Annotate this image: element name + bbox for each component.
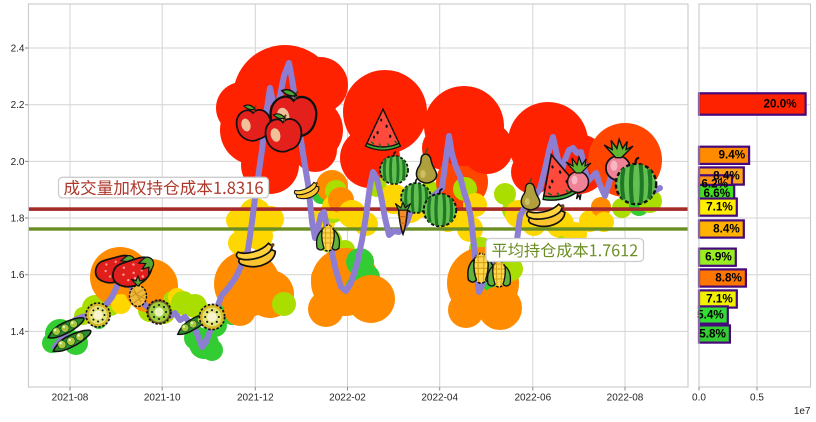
svg-text:2022-02: 2022-02 bbox=[329, 393, 366, 404]
svg-text:0.0: 0.0 bbox=[692, 393, 706, 404]
svg-text:2021-08: 2021-08 bbox=[52, 393, 89, 404]
svg-text:5.8%: 5.8% bbox=[699, 327, 726, 340]
svg-text:2.2: 2.2 bbox=[11, 100, 25, 111]
svg-text:2022-06: 2022-06 bbox=[514, 393, 551, 404]
svg-text:2021-12: 2021-12 bbox=[237, 393, 274, 404]
svg-text:2022-04: 2022-04 bbox=[421, 393, 458, 404]
svg-text:8.4%: 8.4% bbox=[713, 222, 740, 235]
svg-text:5.4%: 5.4% bbox=[697, 308, 724, 321]
svg-text:7.1%: 7.1% bbox=[706, 292, 733, 305]
svg-text:8.4%: 8.4% bbox=[713, 169, 740, 182]
svg-text:2.4: 2.4 bbox=[11, 44, 25, 55]
svg-text:1.8: 1.8 bbox=[11, 214, 25, 225]
svg-text:2021-10: 2021-10 bbox=[144, 393, 181, 404]
svg-text:9.4%: 9.4% bbox=[718, 149, 745, 162]
svg-text:1.4: 1.4 bbox=[11, 327, 25, 338]
svg-text:2.0: 2.0 bbox=[11, 157, 25, 168]
svg-text:6.6%: 6.6% bbox=[704, 187, 731, 200]
svg-text:2022-08: 2022-08 bbox=[607, 393, 644, 404]
svg-text:7.1%: 7.1% bbox=[706, 201, 733, 214]
svg-text:6.9%: 6.9% bbox=[705, 251, 732, 264]
svg-text:8.8%: 8.8% bbox=[715, 271, 742, 284]
svg-text:0.5: 0.5 bbox=[750, 393, 764, 404]
svg-text:1.6: 1.6 bbox=[11, 270, 25, 281]
svg-text:6.2%: 6.2% bbox=[701, 177, 728, 190]
svg-text:1e7: 1e7 bbox=[794, 406, 811, 417]
svg-text:20.0%: 20.0% bbox=[763, 97, 797, 110]
